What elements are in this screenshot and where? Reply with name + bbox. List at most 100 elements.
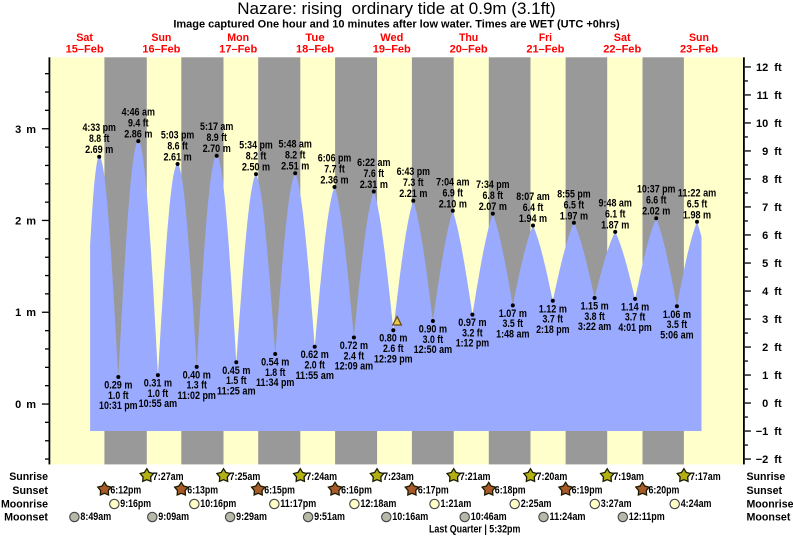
svg-text:7:17am: 7:17am	[690, 471, 721, 483]
svg-text:1: 1	[762, 370, 768, 382]
svg-text:2.50 m: 2.50 m	[242, 162, 270, 174]
svg-text:3.7 ft: 3.7 ft	[625, 312, 646, 324]
svg-text:0.97 m: 0.97 m	[458, 317, 486, 329]
svg-text:9:48 am: 9:48 am	[599, 197, 633, 209]
svg-text:Sun: Sun	[689, 32, 709, 44]
svg-text:8.2 ft: 8.2 ft	[285, 150, 306, 162]
svg-text:Mon: Mon	[227, 32, 249, 44]
svg-text:Wed: Wed	[380, 32, 403, 44]
svg-text:11:34 pm: 11:34 pm	[256, 377, 295, 389]
svg-text:10:46am: 10:46am	[471, 511, 507, 523]
svg-text:6:17pm: 6:17pm	[418, 485, 449, 497]
svg-text:7:34 pm: 7:34 pm	[476, 179, 510, 191]
svg-text:2.70 m: 2.70 m	[203, 143, 231, 155]
svg-text:7:25am: 7:25am	[230, 471, 261, 483]
svg-text:2.10 m: 2.10 m	[439, 198, 467, 210]
svg-text:6:16pm: 6:16pm	[341, 485, 372, 497]
svg-text:12:18am: 12:18am	[360, 498, 396, 510]
svg-text:10:16am: 10:16am	[392, 511, 428, 523]
svg-text:11:24am: 11:24am	[550, 511, 586, 523]
svg-text:2.86 m: 2.86 m	[124, 129, 152, 141]
svg-text:7:19am: 7:19am	[613, 471, 644, 483]
svg-text:3: 3	[762, 314, 768, 326]
svg-text:8: 8	[762, 174, 768, 186]
svg-text:1.14 m: 1.14 m	[621, 301, 649, 313]
svg-text:5:48 am: 5:48 am	[279, 139, 313, 151]
svg-text:6:19pm: 6:19pm	[572, 485, 603, 497]
svg-text:2.69 m: 2.69 m	[85, 144, 113, 156]
svg-text:3:27am: 3:27am	[601, 498, 632, 510]
svg-text:4:46 am: 4:46 am	[122, 107, 156, 119]
svg-text:15–Feb: 15–Feb	[66, 43, 104, 55]
svg-text:6.5 ft: 6.5 ft	[687, 198, 708, 210]
svg-text:6:12pm: 6:12pm	[110, 485, 141, 497]
svg-text:8.8 ft: 8.8 ft	[89, 133, 110, 145]
svg-text:18–Feb: 18–Feb	[296, 43, 334, 55]
svg-text:2.02 m: 2.02 m	[642, 206, 670, 218]
svg-text:1:48 am: 1:48 am	[496, 329, 530, 341]
svg-text:Fri: Fri	[539, 32, 552, 44]
svg-text:8:49am: 8:49am	[80, 511, 111, 523]
svg-text:6.6 ft: 6.6 ft	[646, 195, 667, 207]
svg-text:2.4 ft: 2.4 ft	[344, 350, 365, 362]
svg-text:5:17 am: 5:17 am	[200, 121, 234, 133]
svg-text:1.5 ft: 1.5 ft	[226, 375, 247, 387]
svg-text:Moonset: Moonset	[4, 511, 48, 523]
svg-text:6:43 pm: 6:43 pm	[397, 166, 431, 178]
svg-text:7: 7	[762, 202, 768, 214]
svg-text:1.3 ft: 1.3 ft	[186, 380, 207, 392]
svg-text:4:33 pm: 4:33 pm	[82, 122, 116, 134]
svg-text:6:13pm: 6:13pm	[187, 485, 218, 497]
svg-text:1.87 m: 1.87 m	[601, 219, 629, 231]
svg-text:5:06 am: 5:06 am	[660, 329, 694, 341]
svg-text:8:07 am: 8:07 am	[516, 191, 550, 203]
svg-text:ft: ft	[774, 454, 782, 466]
svg-text:8.9 ft: 8.9 ft	[206, 132, 227, 144]
svg-text:3.5 ft: 3.5 ft	[667, 319, 688, 331]
svg-text:1:21am: 1:21am	[441, 498, 472, 510]
svg-text:12:11pm: 12:11pm	[629, 511, 665, 523]
svg-text:2.07 m: 2.07 m	[479, 201, 507, 213]
svg-text:2.36 m: 2.36 m	[320, 175, 348, 187]
svg-text:3:22 am: 3:22 am	[578, 321, 612, 333]
svg-text:0.80 m: 0.80 m	[379, 333, 407, 345]
svg-text:1:12 pm: 1:12 pm	[456, 338, 490, 350]
svg-text:5:34 pm: 5:34 pm	[239, 140, 273, 152]
svg-text:11:02 pm: 11:02 pm	[177, 390, 216, 402]
svg-text:m: m	[26, 216, 36, 228]
svg-text:2:25am: 2:25am	[521, 498, 552, 510]
svg-text:10:37 pm: 10:37 pm	[637, 184, 676, 196]
svg-text:10: 10	[756, 118, 768, 130]
svg-text:12:29 pm: 12:29 pm	[374, 353, 413, 365]
svg-text:6.9 ft: 6.9 ft	[443, 187, 464, 199]
svg-text:ft: ft	[774, 286, 782, 298]
svg-text:7.7 ft: 7.7 ft	[324, 164, 345, 176]
svg-text:7:21am: 7:21am	[460, 471, 491, 483]
svg-text:ft: ft	[774, 370, 782, 382]
svg-text:7:20am: 7:20am	[537, 471, 568, 483]
svg-text:Sun: Sun	[151, 32, 171, 44]
svg-text:7:23am: 7:23am	[383, 471, 414, 483]
svg-text:6:20pm: 6:20pm	[649, 485, 680, 497]
svg-text:6.5 ft: 6.5 ft	[564, 199, 585, 211]
svg-text:1.0 ft: 1.0 ft	[108, 390, 129, 402]
svg-text:2.0 ft: 2.0 ft	[304, 360, 325, 372]
svg-text:9.4 ft: 9.4 ft	[128, 118, 149, 130]
svg-text:6:15pm: 6:15pm	[264, 485, 295, 497]
svg-text:11: 11	[757, 90, 769, 102]
svg-text:Thu: Thu	[459, 32, 478, 44]
svg-text:ft: ft	[774, 258, 782, 270]
svg-text:ft: ft	[774, 62, 782, 74]
svg-text:1: 1	[15, 307, 21, 319]
svg-text:3.7 ft: 3.7 ft	[543, 314, 564, 326]
svg-text:22–Feb: 22–Feb	[603, 43, 641, 55]
svg-text:0.54 m: 0.54 m	[261, 357, 289, 369]
svg-text:23–Feb: 23–Feb	[680, 43, 718, 55]
svg-text:1.07 m: 1.07 m	[499, 308, 527, 320]
svg-text:20–Feb: 20–Feb	[450, 43, 488, 55]
svg-text:12:09 am: 12:09 am	[335, 361, 374, 373]
svg-text:5:03 pm: 5:03 pm	[161, 130, 195, 142]
svg-text:Sunrise: Sunrise	[747, 471, 786, 483]
svg-text:6:18pm: 6:18pm	[495, 485, 526, 497]
svg-text:m: m	[26, 124, 36, 136]
